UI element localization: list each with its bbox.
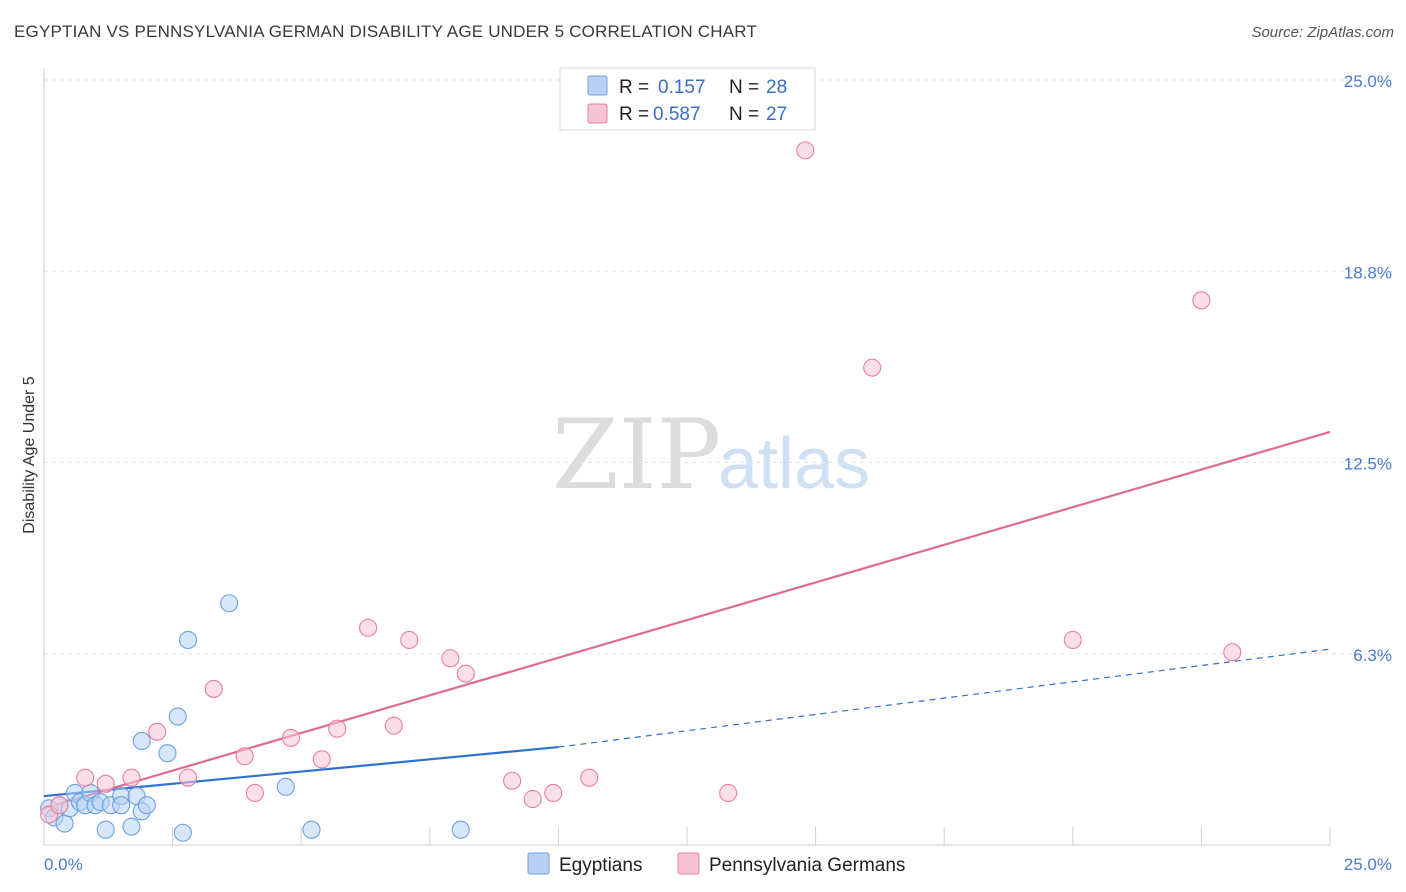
- data-point-egyptians: [158, 744, 177, 763]
- data-point-pa-germans: [204, 679, 223, 698]
- series-legend: Egyptians Pennsylvania Germans: [527, 852, 905, 876]
- data-point-pa-germans: [1063, 630, 1082, 650]
- source-label: Source: ZipAtlas.com: [1251, 24, 1394, 41]
- legend-r-label-pa-germans: R =: [619, 104, 649, 125]
- data-point-egyptians: [178, 630, 198, 650]
- data-point-egyptians: [220, 594, 239, 613]
- y-tick-label: 12.5%: [1344, 455, 1392, 474]
- y-tick-label: 25.0%: [1344, 72, 1392, 91]
- series-legend-label-egyptians: Egyptians: [559, 855, 642, 876]
- data-point-pa-germans: [122, 768, 141, 787]
- data-point-pa-germans: [580, 768, 599, 787]
- data-point-pa-germans: [178, 768, 198, 787]
- data-point-pa-germans: [359, 618, 378, 637]
- x-tick-label-min: 0.0%: [44, 855, 83, 874]
- data-point-egyptians: [276, 777, 295, 796]
- data-point-pa-germans: [328, 719, 347, 738]
- data-point-pa-germans: [544, 783, 563, 803]
- data-point-pa-germans: [1223, 643, 1242, 662]
- data-point-pa-germans: [400, 630, 419, 650]
- legend-r-label-egyptians: R =: [619, 77, 649, 98]
- data-point-pa-germans: [312, 750, 331, 769]
- legend-swatch-egyptians: [587, 75, 608, 96]
- data-point-pa-germans: [245, 783, 264, 803]
- data-point-egyptians: [137, 796, 156, 815]
- y-tick-labels: 6.3% 12.5% 18.8% 25.0%: [1344, 72, 1392, 665]
- legend-n-value-pa-germans: 27: [766, 104, 787, 125]
- y-axis-title: Disability Age Under 5: [21, 376, 38, 534]
- data-point-pa-germans: [96, 774, 115, 793]
- data-point-egyptians: [96, 820, 115, 839]
- watermark-atlas: atlas: [718, 424, 870, 504]
- watermark: ZIP atlas: [552, 399, 870, 511]
- data-points: [40, 141, 1242, 842]
- trendlines: [43, 430, 1331, 810]
- data-point-pa-germans: [1192, 291, 1211, 310]
- data-point-pa-germans: [281, 728, 300, 747]
- legend-r-value-egyptians: 0.157: [658, 77, 706, 98]
- data-point-egyptians: [168, 707, 187, 726]
- data-point-pa-germans: [863, 358, 882, 377]
- x-ticks: [43, 827, 1331, 845]
- stats-legend: R = 0.157 N = 28 R = 0.587 N = 27: [559, 67, 816, 131]
- legend-r-value-pa-germans: 0.587: [653, 104, 701, 125]
- legend-swatch-pa-germans: [587, 103, 608, 124]
- trendline-0: [43, 745, 559, 798]
- chart-title: EGYPTIAN VS PENNSYLVANIA GERMAN DISABILI…: [14, 22, 758, 41]
- y-tick-label: 18.8%: [1344, 263, 1392, 282]
- y-tick-label: 6.3%: [1353, 646, 1392, 665]
- data-point-pa-germans: [503, 771, 522, 790]
- data-point-pa-germans: [441, 649, 460, 668]
- legend-n-value-egyptians: 28: [766, 77, 787, 98]
- data-point-egyptians: [122, 817, 141, 836]
- data-point-pa-germans: [50, 796, 69, 815]
- legend-n-label-egyptians: N =: [729, 77, 759, 98]
- data-point-pa-germans: [235, 747, 254, 766]
- watermark-zip: ZIP: [552, 399, 721, 511]
- series-legend-label-pa-germans: Pennsylvania Germans: [709, 855, 905, 876]
- data-point-pa-germans: [76, 768, 95, 787]
- data-point-egyptians: [55, 814, 74, 833]
- data-point-pa-germans: [523, 790, 542, 809]
- data-point-egyptians: [132, 731, 151, 751]
- trendline-1: [43, 430, 1331, 810]
- data-point-pa-germans: [719, 783, 738, 803]
- gridlines: [44, 79, 1392, 655]
- x-tick-label-max: 25.0%: [1344, 855, 1392, 874]
- legend-n-label-pa-germans: N =: [729, 104, 759, 125]
- trendline-extension-0: [558, 648, 1331, 748]
- data-point-egyptians: [451, 820, 470, 839]
- data-point-pa-germans: [148, 722, 167, 741]
- data-point-egyptians: [302, 820, 321, 839]
- data-point-pa-germans: [796, 141, 815, 160]
- data-point-egyptians: [112, 796, 131, 815]
- data-point-pa-germans: [456, 664, 475, 683]
- series-legend-swatch-pa-germans: [677, 852, 700, 875]
- series-legend-swatch-egyptians: [527, 852, 550, 875]
- data-point-egyptians: [173, 823, 192, 842]
- data-point-pa-germans: [384, 716, 403, 735]
